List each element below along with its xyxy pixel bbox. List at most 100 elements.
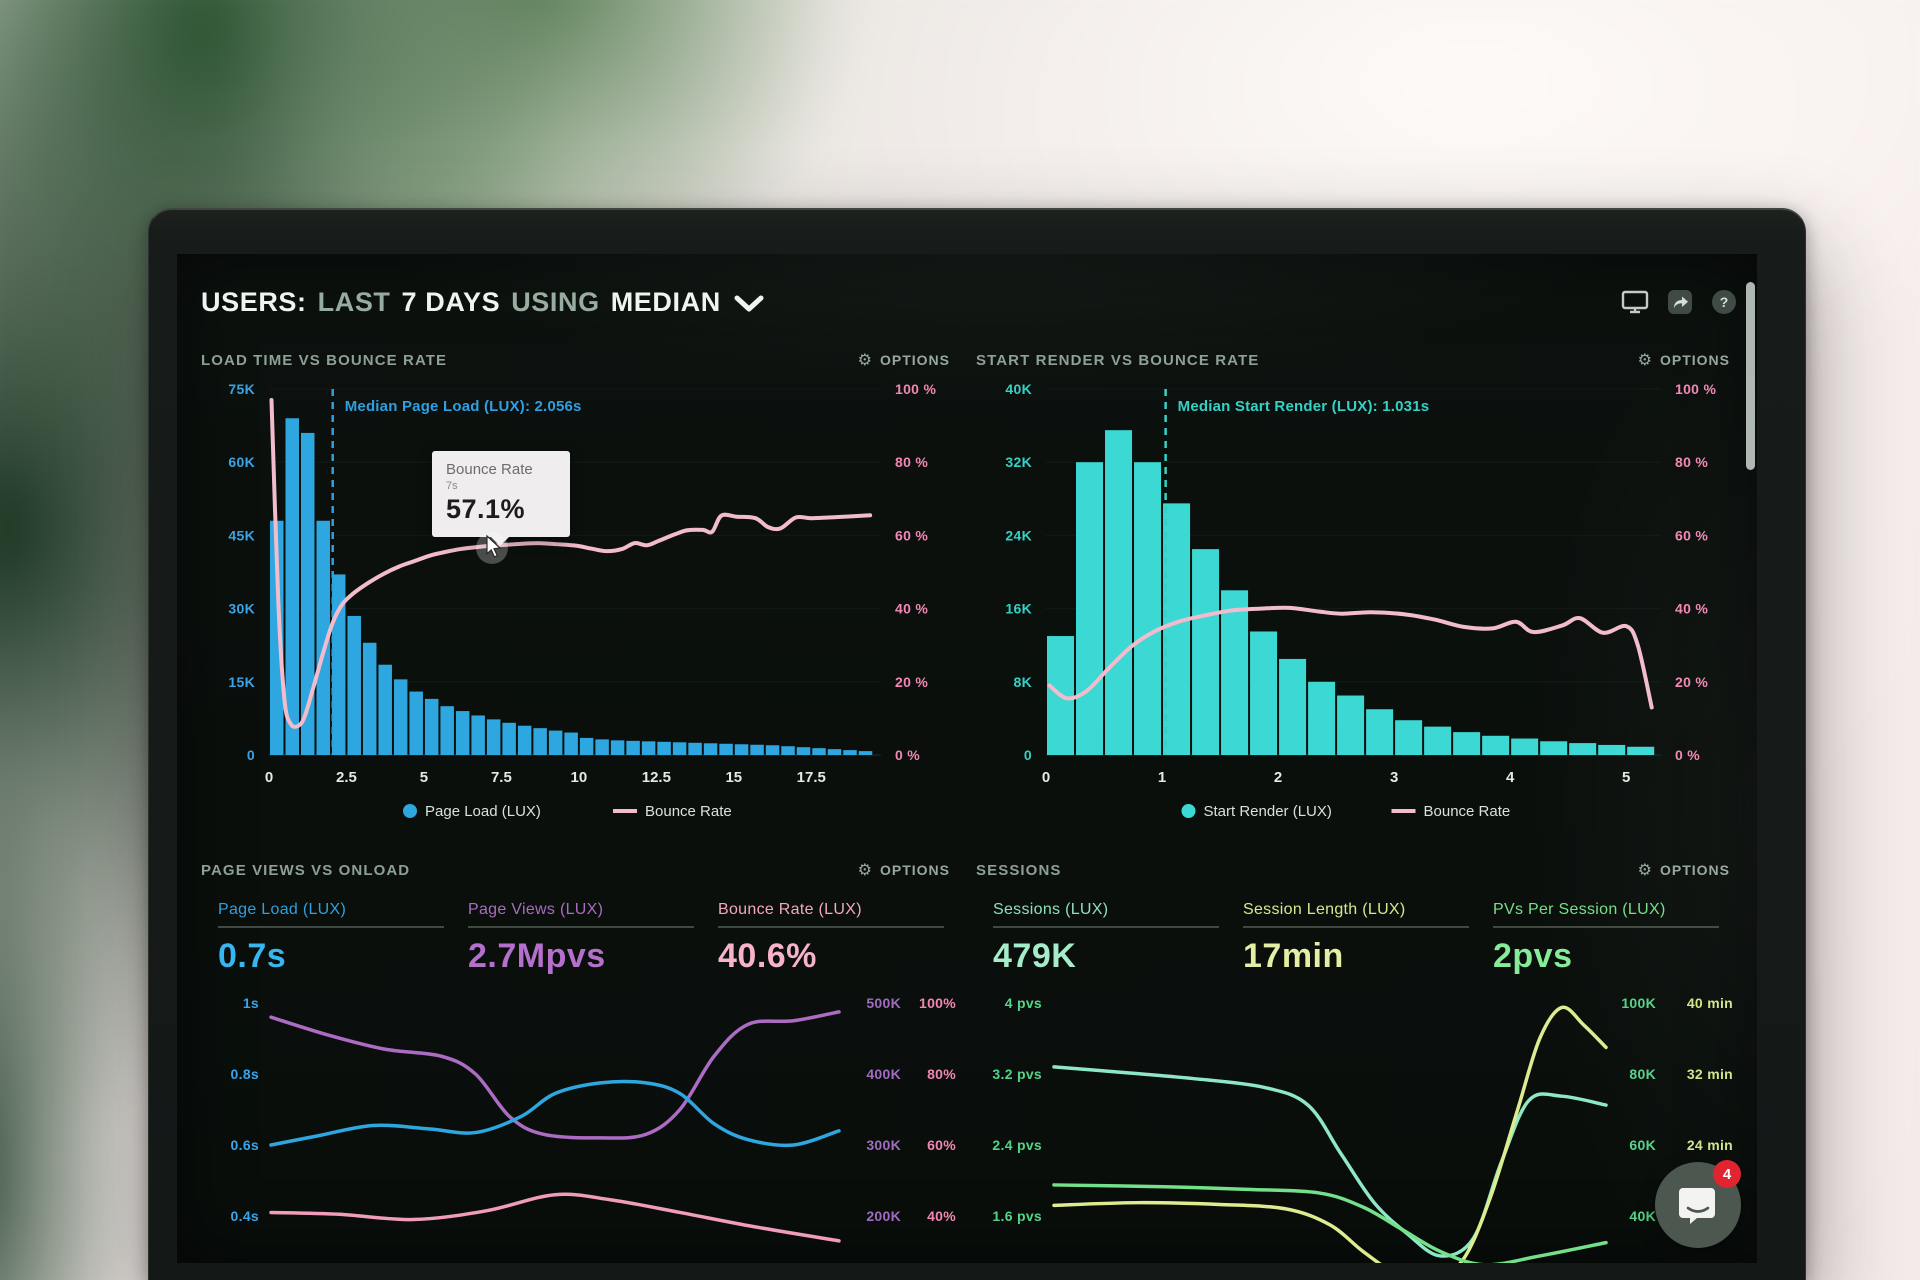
svg-text:40K: 40K	[1005, 381, 1032, 397]
svg-text:30K: 30K	[228, 601, 255, 617]
svg-text:Start Render (LUX): Start Render (LUX)	[1204, 803, 1332, 820]
metric-label: Page Views (LUX)	[468, 901, 604, 918]
svg-text:0.4s: 0.4s	[231, 1208, 259, 1224]
gear-icon: ⚙	[1637, 350, 1653, 369]
options-button[interactable]: ⚙ OPTIONS	[1632, 351, 1736, 369]
panel-sessions: SESSIONS ⚙ OPTIONS Sessions (LUX) 479K S…	[976, 857, 1736, 1263]
panel-title: PAGE VIEWS VS ONLOAD	[201, 861, 411, 879]
load-time-chart[interactable]: 75K 100 % 60K 80 % 45K 60 % 30K 40 % 15K 20 % 0 0 %…	[201, 381, 956, 838]
metric-page-views[interactable]: Page Views (LUX) 2.7Mpvs	[451, 901, 701, 976]
svg-text:40K: 40K	[1629, 1208, 1656, 1224]
metric-value: 40.6%	[718, 937, 817, 975]
options-label: OPTIONS	[1659, 352, 1730, 368]
gear-icon: ⚙	[1637, 860, 1653, 879]
options-label: OPTIONS	[879, 352, 950, 368]
svg-text:Bounce Rate: Bounce Rate	[645, 803, 732, 820]
svg-text:32 min: 32 min	[1687, 1066, 1733, 1082]
metric-value: 2.7Mpvs	[468, 937, 606, 975]
svg-text:80 %: 80 %	[1675, 454, 1708, 470]
svg-text:16K: 16K	[1005, 601, 1032, 617]
svg-text:40 %: 40 %	[895, 601, 928, 617]
tooltip-series: Bounce Rate	[446, 461, 533, 478]
start-render-chart[interactable]: 40K 100 % 32K 80 % 24K 60 % 16K 40 % 8K 20 % 0 0 % M…	[976, 381, 1736, 838]
svg-text:0.6s: 0.6s	[231, 1137, 259, 1153]
tooltip-value: 57.1%	[446, 494, 526, 524]
svg-text:17.5: 17.5	[797, 769, 826, 786]
svg-text:100K: 100K	[1621, 995, 1656, 1011]
metric-pvs-per-session[interactable]: PVs Per Session (LUX) 2pvs	[1476, 901, 1726, 976]
panel-title: START RENDER VS BOUNCE RATE	[976, 351, 1260, 369]
metric-divider	[1493, 926, 1719, 928]
svg-text:60 %: 60 %	[1675, 527, 1708, 543]
svg-text:8K: 8K	[1014, 674, 1033, 690]
chat-fab[interactable]: 4	[1655, 1160, 1741, 1248]
sessions-chart[interactable]: 4 pvs 100K 40 min 3.2 pvs 80K 32 min 2.4 pvs 60…	[976, 987, 1736, 1263]
chart-tooltip: Bounce Rate 7s 57.1%	[432, 451, 570, 546]
gear-icon: ⚙	[857, 350, 873, 369]
display-icon[interactable]	[1621, 290, 1649, 314]
help-icon[interactable]: ?	[1711, 289, 1737, 315]
title-days: 7 DAYS	[401, 286, 501, 317]
tooltip-x-value: 7s	[446, 480, 458, 492]
notification-badge: 4	[1713, 1160, 1741, 1188]
svg-text:3.2 pvs: 3.2 pvs	[992, 1066, 1042, 1082]
svg-text:100 %: 100 %	[895, 381, 936, 397]
title-last: LAST	[317, 286, 391, 317]
svg-text:0.8s: 0.8s	[231, 1066, 259, 1082]
svg-text:60 %: 60 %	[895, 527, 928, 543]
svg-text:?: ?	[1720, 294, 1729, 310]
svg-text:15K: 15K	[228, 674, 255, 690]
chat-bubble-icon	[1679, 1188, 1715, 1224]
svg-text:0: 0	[1024, 747, 1032, 763]
svg-text:4: 4	[1506, 769, 1515, 786]
options-button[interactable]: ⚙ OPTIONS	[852, 861, 956, 879]
metric-value: 2pvs	[1493, 937, 1573, 975]
metric-divider	[718, 926, 944, 928]
panel-title: LOAD TIME VS BOUNCE RATE	[201, 351, 448, 369]
svg-text:0 %: 0 %	[1675, 747, 1700, 763]
svg-text:3: 3	[1390, 769, 1398, 786]
scrollbar-thumb[interactable]	[1746, 282, 1755, 470]
svg-text:24K: 24K	[1005, 527, 1032, 543]
mouse-cursor	[476, 532, 508, 564]
svg-text:20 %: 20 %	[1675, 674, 1708, 690]
options-label: OPTIONS	[1659, 862, 1730, 878]
svg-text:100%: 100%	[919, 995, 956, 1011]
metric-divider	[218, 926, 444, 928]
svg-text:Median Start Render (LUX): 1.0: Median Start Render (LUX): 1.031s	[1178, 398, 1430, 415]
svg-text:24 min: 24 min	[1687, 1137, 1733, 1153]
options-button[interactable]: ⚙ OPTIONS	[852, 351, 956, 369]
svg-text:80 %: 80 %	[895, 454, 928, 470]
share-icon[interactable]	[1667, 289, 1693, 315]
svg-text:0: 0	[265, 769, 273, 786]
metric-session-length[interactable]: Session Length (LUX) 17min	[1226, 901, 1476, 976]
svg-text:10: 10	[571, 769, 588, 786]
svg-text:Median Page Load (LUX): 2.056s: Median Page Load (LUX): 2.056s	[345, 398, 582, 415]
filter-dropdown[interactable]: USERS: LAST 7 DAYS USING MEDIAN	[201, 287, 764, 318]
svg-text:400K: 400K	[866, 1066, 901, 1082]
metric-row: Page Load (LUX) 0.7s Page Views (LUX) 2.…	[201, 901, 956, 976]
svg-text:0 %: 0 %	[895, 747, 920, 763]
metric-label: Page Load (LUX)	[218, 901, 347, 918]
svg-text:45K: 45K	[228, 527, 255, 543]
svg-text:200K: 200K	[866, 1208, 901, 1224]
svg-text:80%: 80%	[927, 1066, 956, 1082]
dashboard-screen: USERS: LAST 7 DAYS USING MEDIAN	[177, 254, 1757, 1263]
svg-text:100 %: 100 %	[1675, 381, 1716, 397]
metric-bounce-rate[interactable]: Bounce Rate (LUX) 40.6%	[701, 901, 951, 976]
page-views-chart[interactable]: 1s 500K 100% 0.8s 400K 80% 0.6s 300K 60% 0.4s 200K…	[201, 987, 956, 1263]
svg-text:0: 0	[1042, 769, 1050, 786]
options-button[interactable]: ⚙ OPTIONS	[1632, 861, 1736, 879]
gear-icon: ⚙	[857, 860, 873, 879]
svg-text:40 min: 40 min	[1687, 995, 1733, 1011]
svg-text:2: 2	[1274, 769, 1282, 786]
metric-label: Session Length (LUX)	[1243, 901, 1406, 918]
metric-sessions[interactable]: Sessions (LUX) 479K	[976, 901, 1226, 976]
metric-page-load[interactable]: Page Load (LUX) 0.7s	[201, 901, 451, 976]
svg-text:20 %: 20 %	[895, 674, 928, 690]
panel-load-time-vs-bounce-rate: LOAD TIME VS BOUNCE RATE ⚙ OPTIONS 75K 10…	[201, 347, 956, 839]
metric-row: Sessions (LUX) 479K Session Length (LUX)…	[976, 901, 1736, 976]
options-label: OPTIONS	[879, 862, 950, 878]
svg-text:Page Load (LUX): Page Load (LUX)	[425, 803, 541, 820]
